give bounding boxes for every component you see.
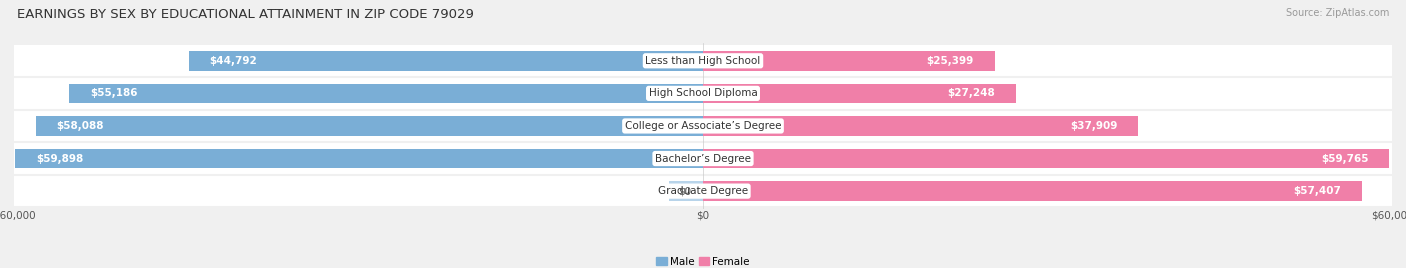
Bar — [14, 44, 1392, 77]
Text: $55,186: $55,186 — [90, 88, 138, 98]
Text: High School Diploma: High School Diploma — [648, 88, 758, 98]
Text: College or Associate’s Degree: College or Associate’s Degree — [624, 121, 782, 131]
Text: $27,248: $27,248 — [948, 88, 995, 98]
Text: Source: ZipAtlas.com: Source: ZipAtlas.com — [1285, 8, 1389, 18]
Text: $0: $0 — [678, 186, 692, 196]
Bar — [188, 51, 703, 70]
Legend: Male, Female: Male, Female — [657, 257, 749, 267]
Bar — [669, 181, 703, 201]
Bar — [703, 51, 994, 70]
Text: $57,407: $57,407 — [1294, 186, 1341, 196]
Bar — [703, 116, 1139, 136]
Text: Graduate Degree: Graduate Degree — [658, 186, 748, 196]
Bar — [14, 110, 1392, 142]
Bar — [69, 84, 703, 103]
Text: EARNINGS BY SEX BY EDUCATIONAL ATTAINMENT IN ZIP CODE 79029: EARNINGS BY SEX BY EDUCATIONAL ATTAINMEN… — [17, 8, 474, 21]
Text: $25,399: $25,399 — [927, 56, 974, 66]
Bar — [15, 149, 703, 168]
Text: $59,765: $59,765 — [1322, 154, 1368, 163]
Text: Bachelor’s Degree: Bachelor’s Degree — [655, 154, 751, 163]
Text: $59,898: $59,898 — [37, 154, 83, 163]
Text: $37,909: $37,909 — [1070, 121, 1118, 131]
Bar — [14, 77, 1392, 110]
Bar — [14, 175, 1392, 207]
Bar — [703, 149, 1389, 168]
Bar — [703, 84, 1017, 103]
Bar — [37, 116, 703, 136]
Text: Less than High School: Less than High School — [645, 56, 761, 66]
Bar — [14, 142, 1392, 175]
Bar — [703, 181, 1362, 201]
Text: $44,792: $44,792 — [209, 56, 257, 66]
Text: $58,088: $58,088 — [56, 121, 104, 131]
